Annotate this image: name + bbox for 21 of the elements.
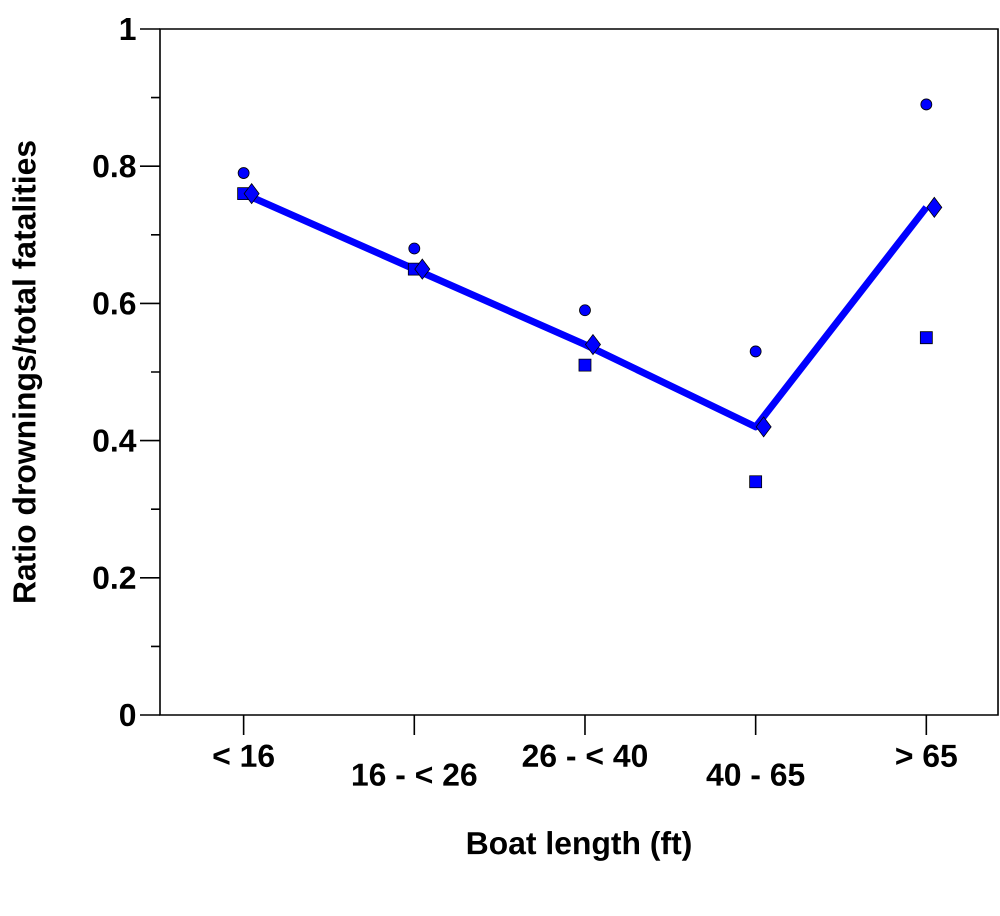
x-tick-label: 26 - < 40 <box>522 744 648 768</box>
point <box>238 167 250 179</box>
point <box>749 475 762 488</box>
x-tick-label: > 65 <box>896 744 957 768</box>
point <box>578 358 592 372</box>
y-tick-label: 0.8 <box>93 154 136 178</box>
point <box>408 242 420 254</box>
y-tick-label: 0.2 <box>93 566 136 590</box>
point <box>579 304 591 316</box>
point <box>920 98 932 110</box>
y-tick-label: 0 <box>120 704 136 726</box>
point <box>750 346 762 358</box>
x-tick-label: 16 - < 26 <box>352 763 476 786</box>
point <box>920 331 933 344</box>
x-axis-title: Boat length (ft) <box>468 831 691 861</box>
y-tick-label: 0.6 <box>93 292 136 315</box>
x-tick-label: 40 - 65 <box>706 763 804 786</box>
x-tick-label: < 16 <box>214 744 274 768</box>
y-tick-label: 0.4 <box>93 429 136 452</box>
y-tick-label: 1 <box>120 18 136 40</box>
y-axis-title: Ratio drownings/total fatalities <box>12 141 42 602</box>
